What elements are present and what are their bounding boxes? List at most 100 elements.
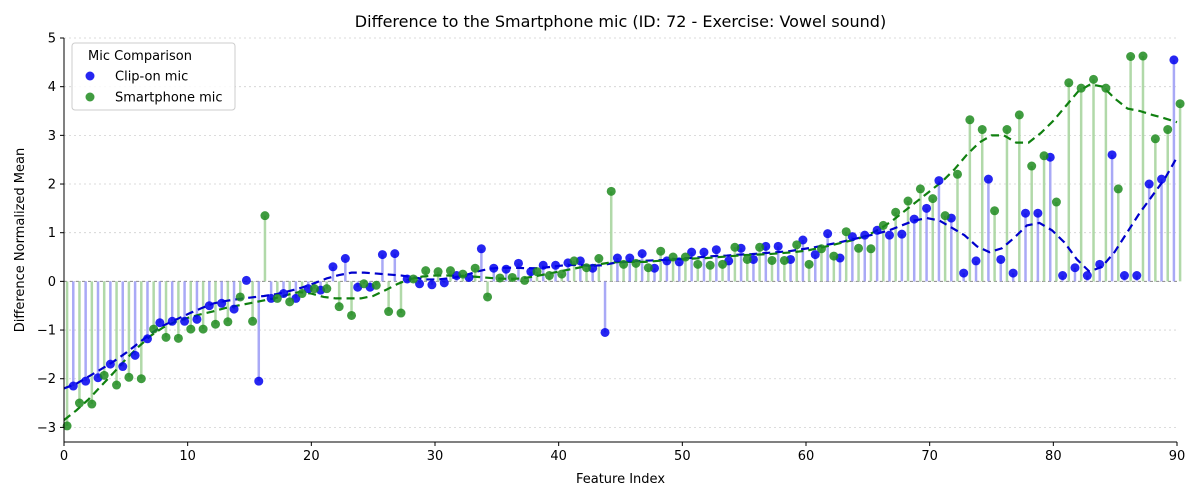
data-point [74, 398, 84, 408]
data-point [254, 376, 264, 386]
data-point [860, 230, 870, 240]
y-tick-label: 2 [48, 178, 56, 193]
data-point [297, 289, 307, 299]
data-point [606, 186, 616, 196]
data-point [872, 225, 882, 235]
data-point [81, 376, 91, 386]
data-point [897, 229, 907, 239]
data-point [340, 253, 350, 263]
legend-items: Clip-on mic Smartphone mic [85, 70, 223, 106]
data-point [903, 196, 913, 206]
data-point [445, 266, 455, 276]
data-point [303, 284, 313, 294]
data-point [149, 324, 159, 334]
data-point [711, 245, 721, 255]
y-tick-label: 0 [48, 275, 56, 290]
data-point [1039, 151, 1049, 161]
data-point [470, 263, 480, 273]
legend-box [71, 42, 236, 111]
data-point [816, 244, 826, 254]
data-point [643, 263, 653, 273]
data-point [637, 249, 647, 259]
data-point [390, 249, 400, 259]
data-point [866, 244, 876, 254]
data-point [371, 280, 381, 290]
data-point [198, 324, 208, 334]
trend-lines [63, 83, 1178, 421]
data-point [155, 318, 165, 328]
data-point [285, 297, 295, 307]
data-point [241, 275, 251, 285]
data-point [705, 260, 715, 270]
data-point [748, 254, 758, 264]
data-point [971, 256, 981, 266]
data-point [507, 272, 517, 282]
data-point [625, 253, 635, 263]
x-axis-label: Feature Index [576, 472, 665, 487]
data-point [810, 250, 820, 260]
y-tick-label: −2 [37, 372, 56, 387]
data-point [266, 293, 276, 303]
data-point [489, 263, 499, 273]
data-point [798, 235, 808, 245]
data-point [909, 214, 919, 224]
data-point [990, 206, 1000, 216]
x-tick-label: 80 [1045, 449, 1062, 464]
data-point [792, 240, 802, 250]
data-point [1076, 83, 1086, 93]
data-point [612, 253, 622, 263]
data-point [180, 316, 190, 326]
data-point [773, 241, 783, 251]
data-point [532, 267, 542, 277]
data-point [594, 253, 604, 263]
data-point [1070, 263, 1080, 273]
data-point [1058, 271, 1068, 281]
data-point [526, 267, 536, 277]
data-point [415, 279, 425, 289]
x-tick-label: 40 [550, 449, 567, 464]
data-point [1033, 208, 1043, 218]
data-point [1027, 161, 1037, 171]
legend-marker [85, 92, 95, 102]
data-point [996, 254, 1006, 264]
data-point [544, 271, 554, 281]
data-point [557, 269, 567, 279]
data-point [1021, 208, 1031, 218]
data-point [427, 280, 437, 290]
data-point [1157, 174, 1167, 184]
data-point [112, 380, 122, 390]
legend-title: Mic Comparison [88, 49, 192, 64]
y-tick-label: −1 [37, 324, 56, 339]
data-point [68, 381, 78, 391]
data-point [1169, 55, 1179, 65]
data-point [513, 258, 523, 268]
data-point [408, 274, 418, 284]
data-point [1138, 51, 1148, 61]
data-point [693, 259, 703, 269]
x-tick-label: 10 [179, 449, 196, 464]
data-point [433, 267, 443, 277]
data-point [421, 266, 431, 276]
data-point [229, 304, 239, 314]
data-point [124, 372, 134, 382]
data-point [687, 247, 697, 257]
axes [63, 38, 1177, 443]
data-point [1113, 184, 1123, 194]
data-point [334, 302, 344, 312]
data-point [779, 255, 789, 265]
trend-line [63, 83, 1178, 421]
data-point [1082, 271, 1092, 281]
data-point [804, 259, 814, 269]
data-point [915, 184, 925, 194]
data-points [62, 51, 1185, 431]
data-point [940, 211, 950, 221]
data-point [668, 252, 678, 262]
data-point [186, 324, 196, 334]
y-tick-label: 5 [48, 32, 56, 47]
data-point [965, 115, 975, 125]
data-point [922, 203, 932, 213]
data-point [1119, 271, 1129, 281]
data-point [767, 255, 777, 265]
data-point [619, 259, 629, 269]
data-point [581, 263, 591, 273]
